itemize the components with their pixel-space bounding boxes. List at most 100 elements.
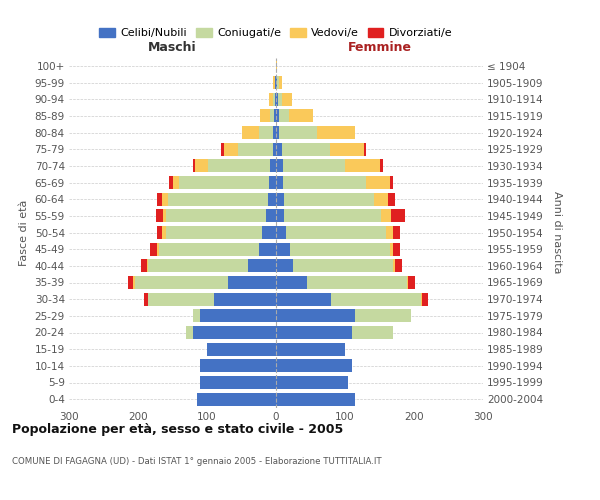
Bar	[194, 160, 208, 172]
Bar	[274, 110, 276, 122]
Text: Popolazione per età, sesso e stato civile - 2005: Popolazione per età, sesso e stato civil…	[12, 422, 343, 436]
Bar	[162, 226, 166, 239]
Bar	[169, 176, 173, 189]
Bar	[179, 176, 269, 189]
Bar	[157, 192, 162, 205]
Bar	[157, 226, 162, 239]
Bar	[394, 226, 400, 239]
Bar	[276, 160, 283, 172]
Bar	[283, 176, 366, 189]
Bar	[366, 176, 390, 189]
Bar	[276, 76, 277, 89]
Bar	[156, 210, 163, 222]
Bar	[374, 192, 388, 205]
Bar	[266, 210, 276, 222]
Bar	[422, 292, 428, 306]
Bar	[355, 310, 410, 322]
Bar	[157, 242, 158, 256]
Bar	[281, 142, 330, 156]
Bar	[268, 192, 276, 205]
Bar	[197, 392, 276, 406]
Bar	[166, 226, 262, 239]
Bar	[248, 260, 276, 272]
Bar	[277, 76, 279, 89]
Bar	[283, 160, 345, 172]
Bar	[208, 160, 271, 172]
Bar	[162, 192, 167, 205]
Bar	[284, 192, 374, 205]
Bar	[276, 276, 307, 289]
Bar	[286, 226, 386, 239]
Bar	[290, 242, 390, 256]
Bar	[200, 360, 276, 372]
Bar	[275, 92, 276, 106]
Bar	[276, 192, 284, 205]
Bar	[134, 276, 228, 289]
Bar	[330, 142, 364, 156]
Bar	[278, 92, 281, 106]
Bar	[224, 142, 238, 156]
Bar	[147, 260, 148, 272]
Bar	[307, 276, 407, 289]
Bar	[193, 310, 200, 322]
Bar	[388, 192, 395, 205]
Bar	[163, 210, 166, 222]
Bar	[394, 242, 400, 256]
Bar	[158, 242, 259, 256]
Bar	[272, 92, 275, 106]
Bar	[193, 326, 276, 339]
Bar	[186, 326, 193, 339]
Bar	[259, 242, 276, 256]
Bar	[391, 210, 405, 222]
Bar	[293, 260, 394, 272]
Bar	[275, 76, 276, 89]
Bar	[394, 260, 395, 272]
Bar	[279, 76, 282, 89]
Bar	[269, 176, 276, 189]
Bar	[276, 342, 345, 355]
Bar	[273, 76, 275, 89]
Legend: Celibi/Nubili, Coniugati/e, Vedovi/e, Divorziati/e: Celibi/Nubili, Coniugati/e, Vedovi/e, Di…	[100, 28, 452, 38]
Bar	[279, 110, 289, 122]
Bar	[260, 110, 271, 122]
Bar	[386, 226, 394, 239]
Bar	[173, 176, 179, 189]
Bar	[166, 210, 266, 222]
Bar	[148, 260, 248, 272]
Bar	[276, 176, 283, 189]
Bar	[269, 92, 272, 106]
Bar	[276, 392, 355, 406]
Bar	[262, 226, 276, 239]
Bar	[193, 160, 194, 172]
Bar	[390, 242, 394, 256]
Bar	[280, 126, 317, 139]
Bar	[276, 260, 293, 272]
Y-axis label: Anni di nascita: Anni di nascita	[552, 191, 562, 274]
Bar	[167, 192, 268, 205]
Bar	[271, 110, 274, 122]
Bar	[273, 126, 276, 139]
Text: Femmine: Femmine	[347, 41, 412, 54]
Text: Maschi: Maschi	[148, 41, 197, 54]
Bar	[381, 210, 391, 222]
Bar	[276, 126, 280, 139]
Bar	[331, 292, 421, 306]
Text: COMUNE DI FAGAGNA (UD) - Dati ISTAT 1° gennaio 2005 - Elaborazione TUTTITALIA.IT: COMUNE DI FAGAGNA (UD) - Dati ISTAT 1° g…	[12, 458, 382, 466]
Bar	[276, 242, 290, 256]
Bar	[276, 376, 349, 389]
Bar	[276, 360, 352, 372]
Bar	[148, 292, 214, 306]
Bar	[395, 260, 402, 272]
Bar	[276, 60, 277, 72]
Bar	[185, 326, 187, 339]
Bar	[133, 276, 134, 289]
Bar	[380, 160, 383, 172]
Bar	[228, 276, 276, 289]
Bar	[284, 210, 381, 222]
Bar	[200, 376, 276, 389]
Bar	[390, 176, 394, 189]
Bar	[221, 142, 224, 156]
Bar	[276, 310, 355, 322]
Bar	[421, 292, 422, 306]
Bar	[364, 142, 367, 156]
